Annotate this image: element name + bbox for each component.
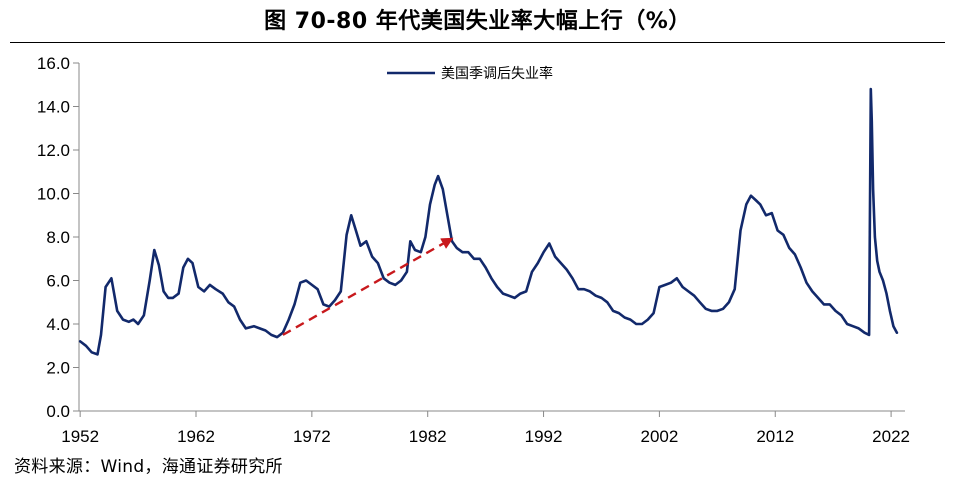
y-tick-label: 8.0 [46, 228, 70, 247]
x-tick-label: 1962 [177, 427, 215, 446]
y-tick-label: 14.0 [37, 98, 70, 117]
x-tick-label: 2002 [640, 427, 678, 446]
x-tick-label: 1972 [293, 427, 331, 446]
y-tick-label: 2.0 [46, 359, 70, 378]
annotation-layer [282, 237, 454, 336]
x-tick-label: 1952 [61, 427, 99, 446]
y-tick-label: 0.0 [46, 402, 70, 421]
x-tick-label: 2022 [872, 427, 910, 446]
title-divider [10, 42, 945, 43]
y-tick-label: 12.0 [37, 141, 70, 160]
axes: 0.0 2.0 4.0 6.0 8.0 10.0 12.0 14.0 16.0 1952 1962 1… [37, 54, 910, 446]
x-tick-label: 1982 [409, 427, 447, 446]
y-tick-label: 4.0 [46, 315, 70, 334]
y-tick-label: 16.0 [37, 54, 70, 73]
legend: 美国季调后失业率 [387, 65, 553, 82]
x-tick-label: 2012 [756, 427, 794, 446]
legend-label: 美国季调后失业率 [441, 65, 553, 82]
y-tick-label: 6.0 [46, 272, 70, 291]
source-note: 资料来源：Wind，海通证券研究所 [14, 457, 283, 477]
trend-arrow [282, 237, 454, 336]
page-title: 图 70-80 年代美国失业率大幅上行（%） [264, 9, 691, 34]
series-layer [78, 87, 899, 356]
y-tick-label: 10.0 [37, 185, 70, 204]
series-line [78, 87, 899, 356]
x-tick-label: 1992 [525, 427, 563, 446]
